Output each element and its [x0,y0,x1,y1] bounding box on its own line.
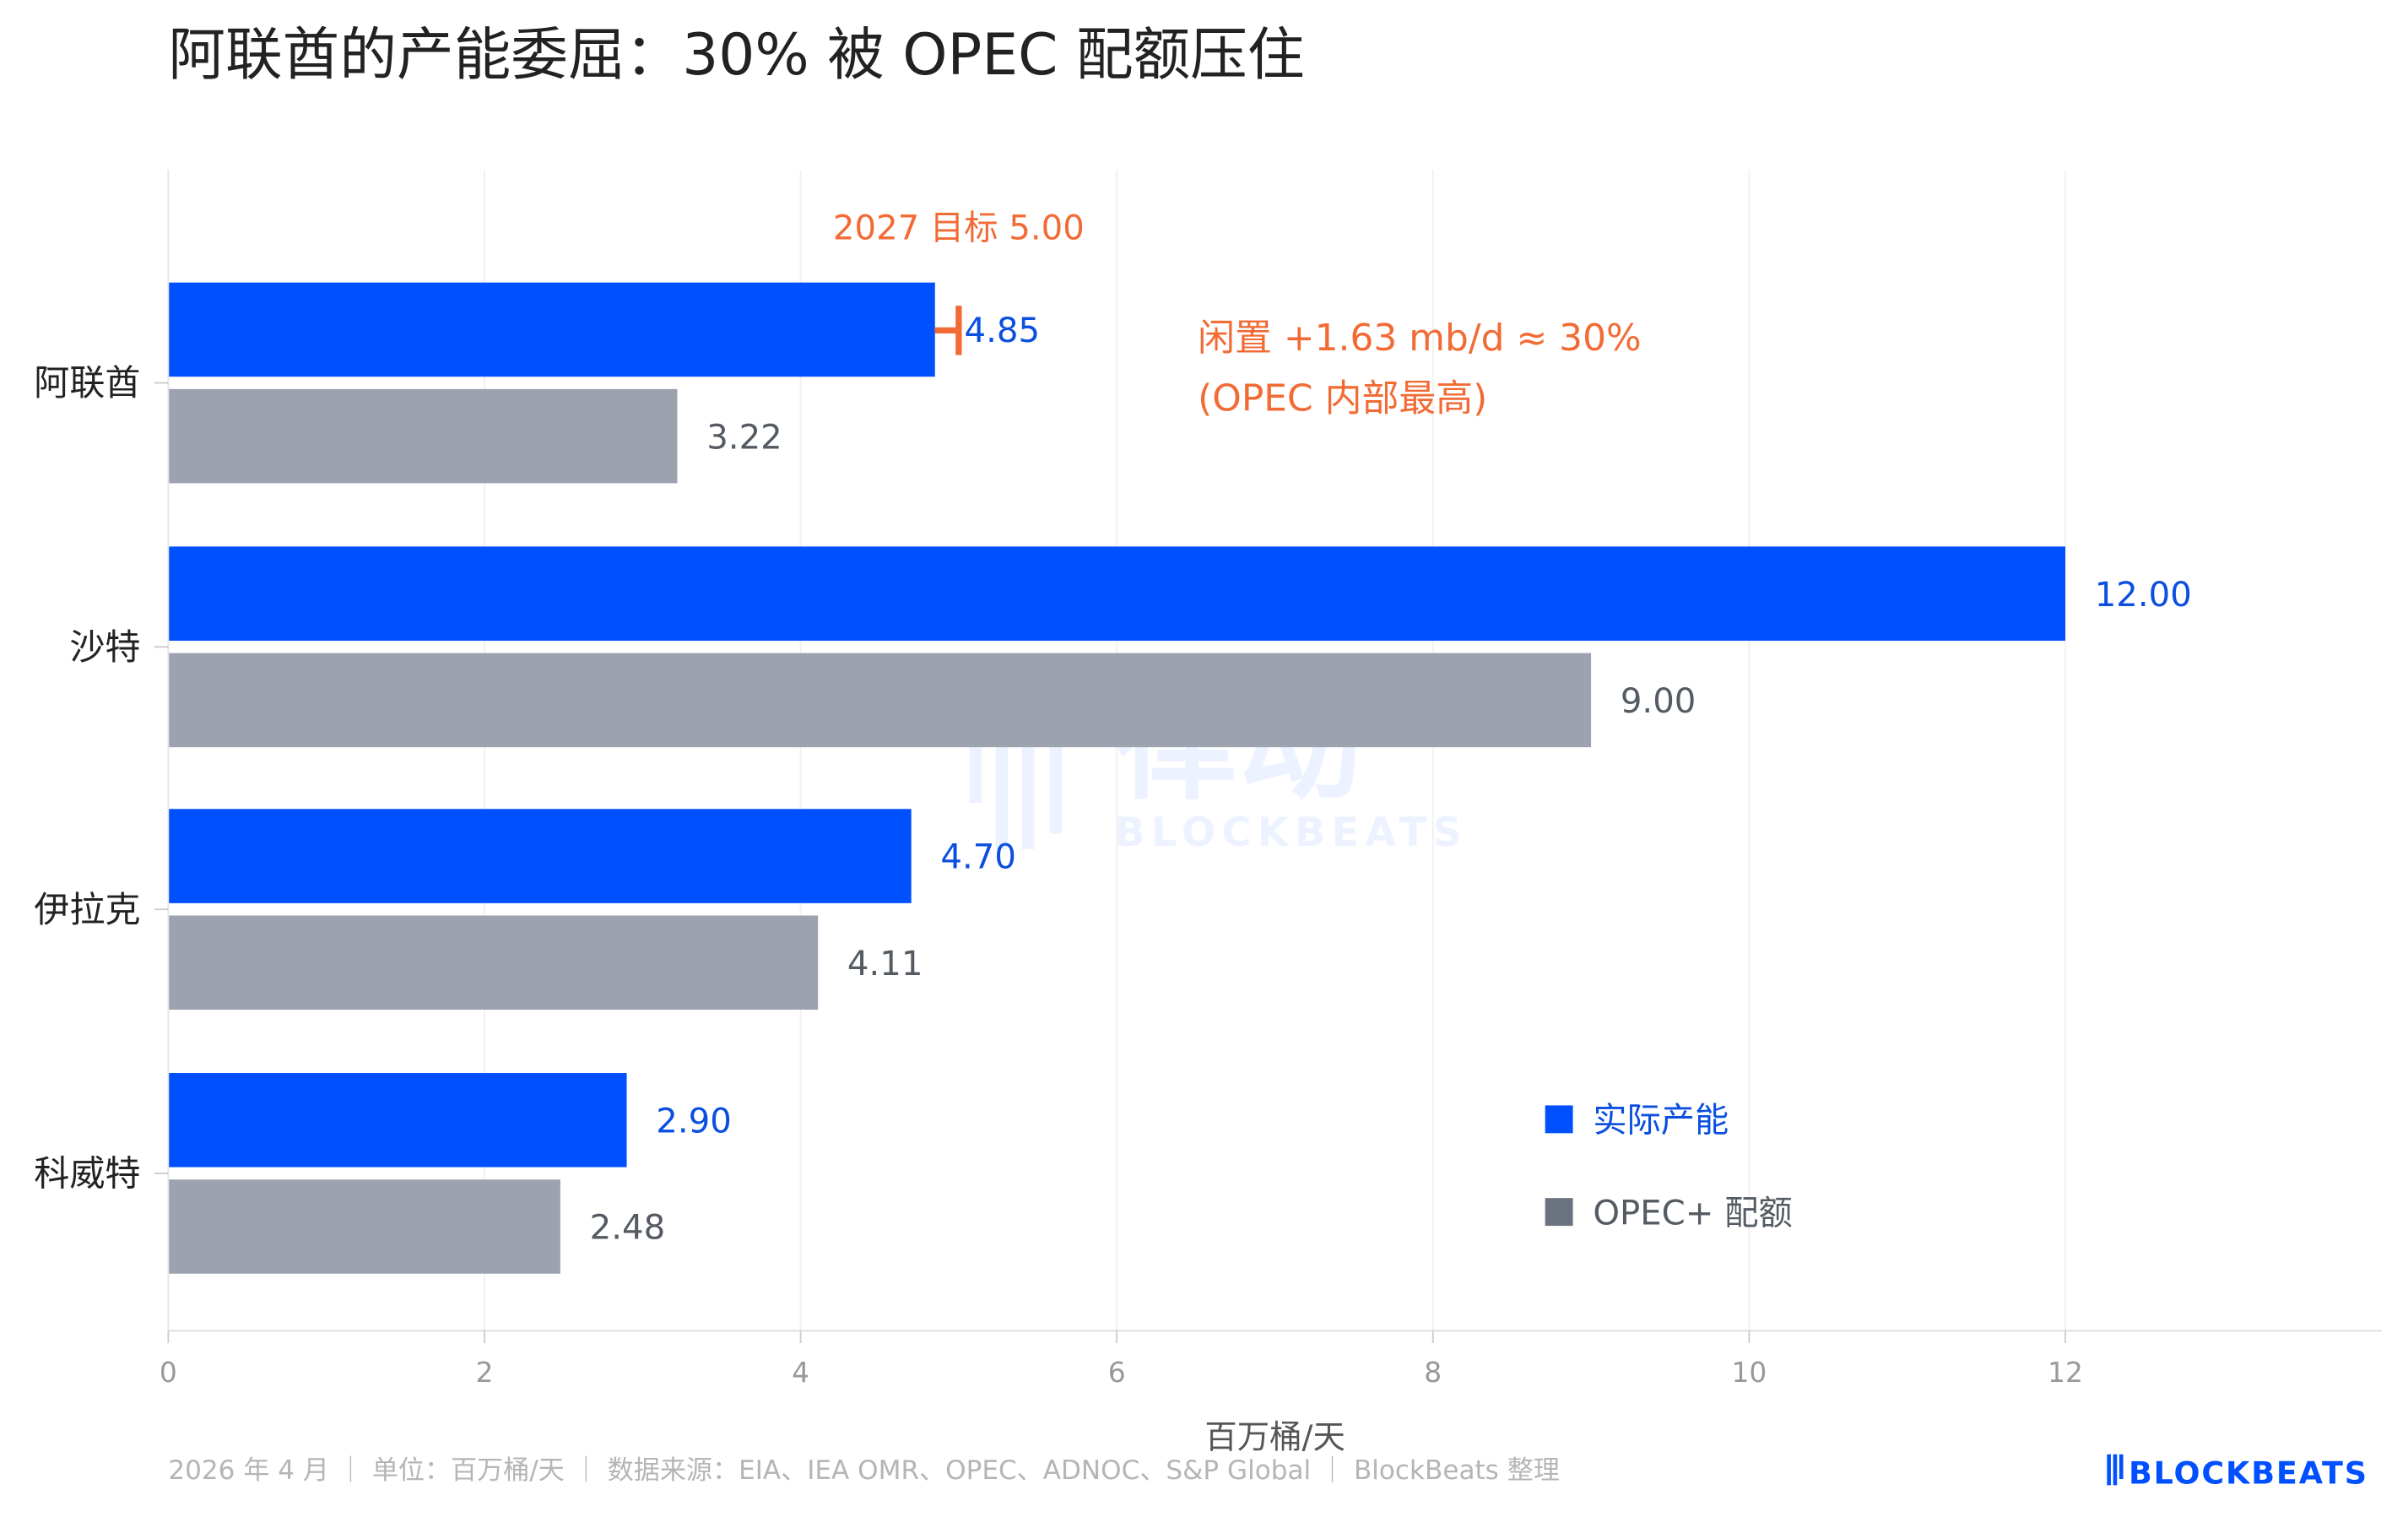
watermark-en: BLOCKBEATS [1114,810,1468,856]
bar-actual [168,1073,627,1168]
legend-label-quota: OPEC+ 配额 [1593,1194,1792,1233]
category-label: 伊拉克 [34,889,140,930]
bars: 4.85 3.22 12.00 9.00 4.70 4.11 2.90 2.48 [168,282,2192,1274]
spare-annotation-line2: (OPEC 内部最高) [1198,377,1487,420]
x-tick-label: 2 [475,1356,493,1389]
x-tick-label: 6 [1108,1356,1126,1389]
legend: 实际产能 OPEC+ 配额 [1545,1102,1793,1233]
target-label: 2027 目标 5.00 [833,209,1085,247]
target-marker: 2027 目标 5.00 [833,209,1085,355]
data-label: 4.11 [847,945,923,983]
data-label: 4.85 [965,312,1041,350]
data-label: 2.90 [656,1102,732,1140]
x-ticks: 0 2 4 6 8 10 12 [160,1330,2083,1389]
bar-quota [168,388,678,484]
legend-swatch-actual [1545,1105,1573,1134]
bar-actual [168,546,2065,641]
data-label: 3.22 [706,418,782,457]
bar-actual [168,809,912,903]
footer-note: 2026 年 4 月 ｜ 单位：百万桶/天 ｜ 数据来源：EIA、IEA OMR… [168,1455,1560,1486]
bar-actual [168,282,935,377]
x-tick-label: 10 [1731,1356,1767,1389]
data-label: 2.48 [590,1209,666,1248]
x-tick-label: 4 [792,1356,809,1389]
bar-quota [168,1179,560,1274]
x-tick-label: 12 [2048,1356,2083,1389]
category-label: 沙特 [69,626,140,668]
data-label: 4.70 [940,838,1016,877]
data-label: 9.00 [1621,682,1696,721]
spare-annotation-line1: 闲置 +1.63 mb/d ≈ 30% [1198,317,1642,360]
blockbeats-logo: BLOCKBEATS [2107,1454,2368,1491]
category-label: 科威特 [34,1153,140,1195]
chart-title: 阿联酋的产能委屈：30% 被 OPEC 配额压住 [168,21,1304,88]
legend-swatch-quota [1545,1198,1573,1227]
x-axis-title: 百万桶/天 [1204,1418,1345,1456]
bar-quota [168,653,1592,748]
bar-quota [168,915,819,1010]
category-label: 阿联酋 [34,362,140,404]
data-label: 12.00 [2095,576,2192,615]
legend-label-actual: 实际产能 [1593,1102,1729,1140]
x-tick-label: 8 [1424,1356,1442,1389]
logo-text: BLOCKBEATS [2129,1455,2368,1491]
x-tick-label: 0 [160,1356,177,1389]
